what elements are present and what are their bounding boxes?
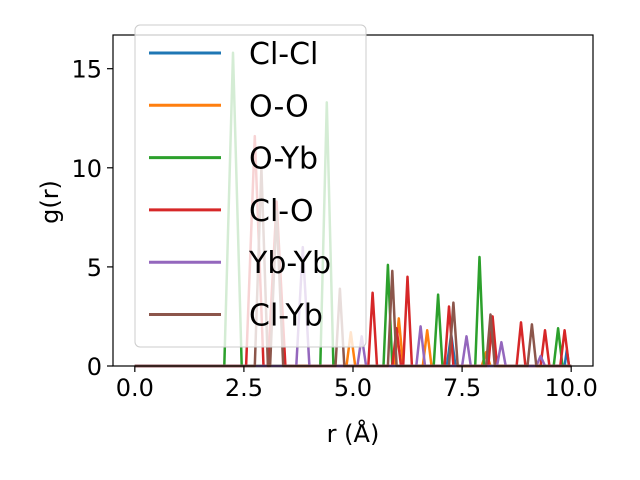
legend-label-o-yb: O-Yb [249, 142, 318, 177]
x-tick-label: 7.5 [443, 374, 481, 402]
axes: 0.0 2.5 5.0 7.5 10.0 0 5 10 15 [71, 34, 598, 402]
x-tick-label: 2.5 [225, 374, 263, 402]
x-axis-label: r (Å) [327, 419, 380, 448]
y-tick-label: 15 [71, 56, 102, 84]
legend-label-yb-yb: Yb-Yb [248, 246, 331, 281]
x-tick-label: 0.0 [116, 374, 154, 402]
legend-label-o-o: O-O [249, 89, 309, 124]
legend-label-cl-yb: Cl-Yb [249, 299, 323, 334]
x-tick-label: 5.0 [334, 374, 372, 402]
legend: Cl-Cl O-O O-Yb Cl-O Yb-Yb Cl-Yb [134, 24, 367, 348]
y-tick-label: 5 [87, 254, 102, 282]
y-tick-label: 0 [87, 353, 102, 381]
legend-label-cl-cl: Cl-Cl [249, 37, 318, 72]
y-axis-label: g(r) [36, 180, 64, 224]
x-tick-label: 10.0 [544, 374, 597, 402]
legend-label-cl-o: Cl-O [249, 194, 314, 229]
y-tick-label: 10 [71, 155, 102, 183]
